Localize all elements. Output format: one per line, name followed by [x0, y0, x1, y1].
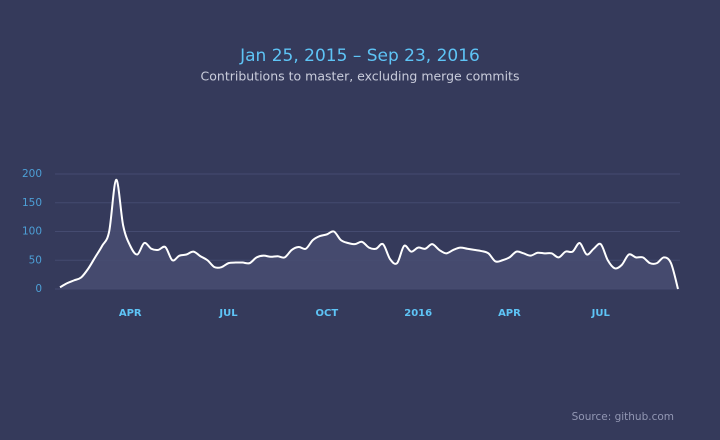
area	[60, 179, 678, 289]
x-tick-label: APR	[498, 308, 521, 319]
chart-subtitle: Contributions to master, excluding merge…	[201, 69, 520, 84]
y-tick-label: 100	[22, 226, 42, 238]
x-tick-label: JUL	[218, 308, 238, 319]
x-tick-label: 2016	[404, 308, 432, 319]
y-tick-label: 150	[22, 197, 42, 209]
x-tick-label: JUL	[591, 308, 611, 319]
y-tick-label: 50	[29, 254, 42, 266]
source-note: Source: github.com	[572, 411, 674, 423]
chart-title: Jan 25, 2015 – Sep 23, 2016	[239, 46, 480, 66]
y-tick-label: 200	[22, 168, 42, 180]
y-tick-label: 0	[35, 283, 42, 295]
line	[59, 178, 679, 290]
x-tick-label: OCT	[316, 308, 339, 319]
x-tick-label: APR	[119, 308, 142, 319]
